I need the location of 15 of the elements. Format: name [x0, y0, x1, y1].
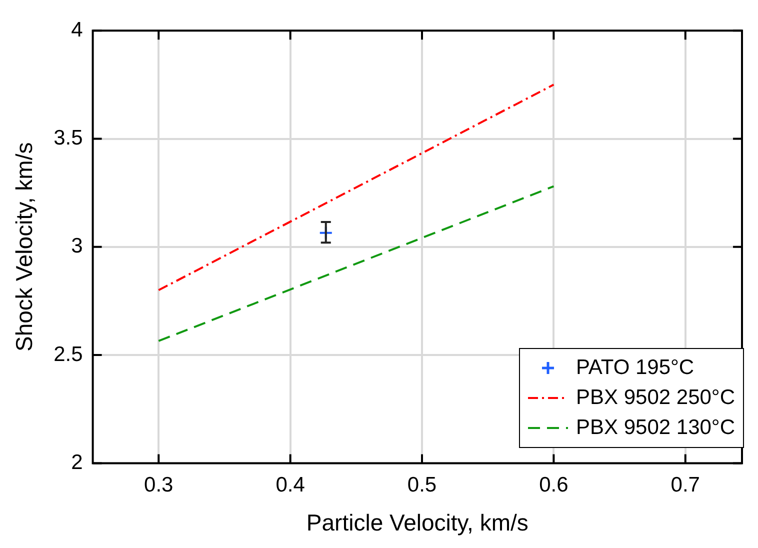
x-tick-label: 0.4 — [276, 474, 306, 497]
y-tick-label: 3 — [71, 234, 83, 258]
y-tick-label: 2 — [71, 450, 83, 474]
legend-label: PBX 9502 250°C — [576, 385, 735, 411]
x-tick-label: 0.6 — [539, 474, 568, 497]
y-tick-label: 4 — [71, 18, 84, 42]
y-tick-label: 2.5 — [54, 342, 83, 366]
x-tick-label: 0.3 — [144, 474, 174, 497]
x-tick-label: 0.5 — [407, 474, 437, 497]
y-tick-label: 3.5 — [54, 126, 83, 150]
legend-label: PATO 195°C — [576, 355, 694, 381]
x-tick-label: 0.7 — [670, 474, 700, 497]
y-axis-title: Shock Velocity, km/s — [11, 142, 38, 352]
x-axis-title: Particle Velocity, km/s — [306, 510, 528, 536]
legend-label: PBX 9502 130°C — [576, 415, 735, 441]
